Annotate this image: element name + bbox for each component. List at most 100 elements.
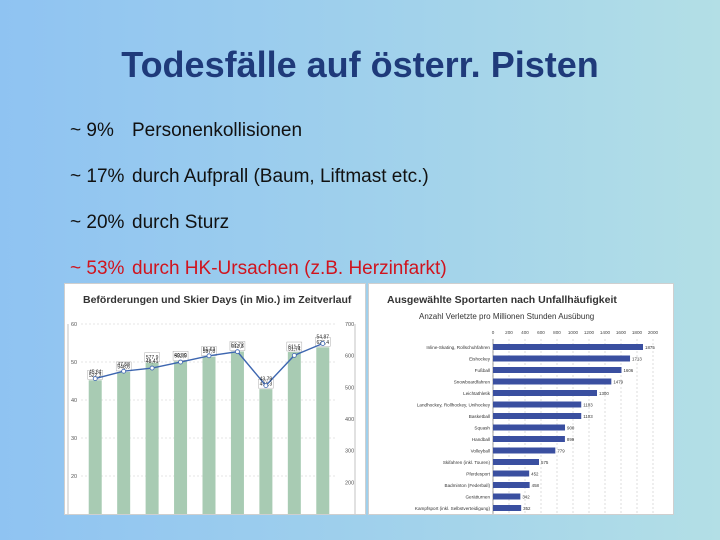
bullet-item: ~ 9% Personenkollisionen [70, 120, 447, 166]
x-tick-label: 1400 [600, 330, 611, 335]
y-left-tick-label: 20 [71, 474, 77, 480]
category-label: Fußball [475, 368, 490, 373]
category-label: Landhockey, Rollhockey, Unihockey [417, 402, 491, 407]
y-right-tick-label: 400 [345, 417, 354, 423]
y-left-tick-label: 60 [71, 322, 77, 328]
bar [493, 355, 631, 362]
category-label: Pferdesport [466, 471, 490, 476]
bar [493, 390, 597, 396]
line-point [178, 359, 183, 365]
bar-label-box [286, 341, 303, 352]
bar [259, 389, 273, 514]
y-right-tick-label: 600 [345, 354, 354, 360]
category-label: Inline-Skating, Rollschuhfahren [426, 345, 490, 350]
bullet-percent: ~ 17% [70, 166, 125, 187]
x-tick-label: 1800 [632, 330, 643, 335]
line-value-label: 48,41 [146, 359, 159, 365]
bar [493, 459, 539, 465]
bar-value-label: 1300 [599, 391, 609, 396]
bar [287, 352, 301, 514]
bullet-percent: ~ 53% [70, 258, 125, 279]
bullet-item: ~ 17% durch Aufprall (Baum, Liftmast etc.… [70, 166, 447, 212]
y-left-tick-label: 30 [71, 436, 77, 442]
x-tick-label: 1200 [584, 330, 595, 335]
bar-value-label: 1103 [583, 402, 593, 407]
line-value-label: 54,87 [317, 334, 330, 340]
bar-value-label: 1606 [623, 368, 633, 373]
bar-value-label: 458 [532, 483, 540, 488]
category-label: Gerätturnen [465, 494, 490, 499]
line-value-label: 45,64 [89, 370, 102, 376]
transport-chart-panel: Beförderungen und Skier Days (in Mio.) i… [64, 283, 366, 515]
transport-chart: 60 50 40 30 20 700 600 500 400 300 200 522,3 548,6 57… [67, 322, 356, 514]
x-tick-label: 0 [492, 330, 495, 335]
y-right-tick-label: 500 [345, 385, 354, 391]
category-label: Leichtathletik [463, 391, 491, 396]
y-right-tick-label: 300 [345, 449, 354, 455]
line-value-label: 51,74 [288, 346, 301, 352]
bullet-text: durch Aufprall (Baum, Liftmast etc.) [132, 166, 429, 187]
category-label: Skifahren (inkl. Touren) [443, 460, 491, 465]
line-point [263, 383, 269, 388]
bar [117, 371, 131, 514]
bar-value-label: 522,3 [89, 373, 102, 379]
bar [202, 356, 216, 514]
line-point [206, 353, 212, 359]
bar-value-label: 1713 [632, 356, 642, 361]
x-tick-label: 200 [505, 330, 513, 335]
x-tick-label: 400 [521, 330, 529, 335]
bullet-percent: ~ 20% [70, 212, 125, 233]
line-point [291, 352, 297, 358]
bar-value-label: 577,9 [146, 355, 159, 361]
bar [230, 351, 244, 514]
bar [145, 362, 159, 514]
bar [174, 361, 188, 514]
line-value-label: 51,63 [203, 347, 216, 353]
line-value-label: 47,58 [117, 362, 130, 368]
line-value-label: 52,72 [231, 343, 244, 349]
bar-value-label: 1875 [645, 345, 655, 350]
line-value-label: 43,79 [260, 377, 273, 383]
x-tick-label: 600 [537, 330, 545, 335]
bullet-text: durch Sturz [132, 212, 230, 233]
sport-accidents-chart: 0 200 400 600 800 1000 1200 1400 1600 1800 2000 Inl… [415, 330, 659, 514]
line-point [92, 376, 98, 381]
bar [493, 470, 530, 477]
bar-value-label: 352 [523, 506, 531, 511]
y-left-tick-label: 40 [71, 398, 77, 404]
bullet-text: Personenkollisionen [132, 120, 303, 141]
bar-value-label: 597,0 [203, 349, 216, 355]
bar [493, 447, 556, 454]
bar [493, 367, 622, 373]
bar [493, 493, 521, 500]
bar-value-label: 548,6 [117, 364, 130, 370]
bar [493, 505, 522, 511]
bar-value-label: 779 [557, 448, 565, 453]
y-right-tick-label: 200 [345, 480, 354, 486]
bar-value-label: 900 [567, 425, 575, 430]
line-point [235, 349, 240, 355]
bullet-text: durch HK-Ursachen (z.B. Herzinfarkt) [132, 258, 447, 279]
category-label: Eishockey [469, 356, 491, 361]
bar-value-label: 1103 [583, 414, 593, 419]
category-label: Snowboardfahren [454, 379, 491, 384]
bar [493, 424, 565, 431]
category-label: Handball [472, 437, 490, 442]
line-value-label: 49,99 [174, 353, 187, 359]
bar-value-label: 342 [522, 494, 530, 499]
page-title: Todesfälle auf österr. Pisten [121, 44, 599, 85]
sport-accidents-chart-panel: Ausgewählte Sportarten nach Unfallhäufig… [368, 283, 674, 515]
bar [493, 482, 530, 488]
line-point [149, 365, 155, 371]
x-tick-label: 800 [553, 330, 561, 335]
category-label: Badminton (Federball) [445, 483, 491, 488]
category-label: Kampfsport (inkl. Selbstverteidigung) [415, 506, 491, 511]
bar [493, 401, 582, 408]
bar-value-label: 582,5 [174, 354, 187, 360]
x-tick-label: 1600 [616, 330, 627, 335]
chart-title: Beförderungen und Skier Days (in Mio.) i… [83, 294, 352, 306]
bar [493, 436, 565, 442]
bar-value-label: 899 [567, 437, 575, 442]
line-point [121, 368, 127, 374]
category-label: Basketball [469, 414, 490, 419]
